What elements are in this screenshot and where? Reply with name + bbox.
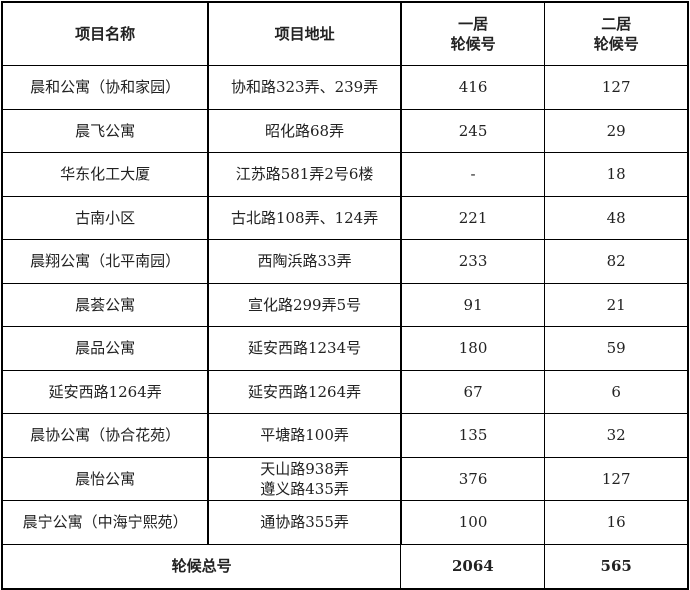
table-row: 延安西路1264弄 延安西路1264弄 67 6 <box>1 369 689 414</box>
table-row: 晨品公寓 延安西路1234号 180 59 <box>1 326 689 371</box>
project-address-cell: 延安西路1234号 <box>207 326 402 371</box>
project-address-cell: 延安西路1264弄 <box>207 369 402 414</box>
one-bedroom-cell: 416 <box>400 65 546 110</box>
total-row: 轮候总号 2064 565 <box>1 543 689 589</box>
project-name-cell: 晨宁公寓（中海宁熙苑） <box>1 500 210 545</box>
table-row: 古南小区 古北路108弄、124弄 221 48 <box>1 195 689 240</box>
project-address-cell: 西陶浜路33弄 <box>207 239 402 284</box>
address-line: 古北路108弄、124弄 <box>230 208 379 227</box>
two-bedroom-cell: 6 <box>544 369 689 414</box>
two-bedroom-cell: 59 <box>544 326 689 371</box>
project-name-cell: 华东化工大厦 <box>1 152 210 197</box>
two-bedroom-cell: 127 <box>544 65 689 110</box>
table-row: 晨宁公寓（中海宁熙苑） 通协路355弄 100 16 <box>1 500 689 545</box>
header-two-bedroom: 二居 轮候号 <box>544 1 689 66</box>
address-line: 延安西路1264弄 <box>247 382 362 401</box>
two-bedroom-cell: 82 <box>544 239 689 284</box>
total-one-bedroom: 2064 <box>400 543 546 589</box>
address-line: 江苏路581弄2号6楼 <box>235 165 374 184</box>
header-line: 轮候号 <box>593 35 639 53</box>
one-bedroom-cell: 135 <box>400 413 546 458</box>
one-bedroom-cell: 67 <box>400 369 546 414</box>
project-address-cell: 古北路108弄、124弄 <box>207 195 402 240</box>
two-bedroom-cell: 32 <box>544 413 689 458</box>
project-name-cell: 晨荟公寓 <box>1 282 210 327</box>
project-name-cell: 延安西路1264弄 <box>1 369 210 414</box>
header-line: 轮候号 <box>450 35 496 53</box>
header-line: 一居 <box>458 15 489 33</box>
address-line: 平塘路100弄 <box>260 426 349 445</box>
header-project-name: 项目名称 <box>1 1 210 66</box>
project-address-cell: 平塘路100弄 <box>207 413 402 458</box>
project-name-cell: 晨品公寓 <box>1 326 210 371</box>
project-name-cell: 晨飞公寓 <box>1 108 210 153</box>
address-line: 遵义路435弄 <box>260 479 349 498</box>
project-address-cell: 昭化路68弄 <box>207 108 402 153</box>
header-project-address: 项目地址 <box>207 1 402 66</box>
table-row: 晨怡公寓 天山路938弄 遵义路435弄 376 127 <box>1 456 689 501</box>
one-bedroom-cell: 245 <box>400 108 546 153</box>
header-line: 二居 <box>601 15 632 33</box>
project-address-cell: 天山路938弄 遵义路435弄 <box>207 456 402 501</box>
project-address-cell: 江苏路581弄2号6楼 <box>207 152 402 197</box>
project-name-cell: 晨怡公寓 <box>1 456 210 501</box>
project-name-cell: 古南小区 <box>1 195 210 240</box>
table-row: 晨翔公寓（北平南园） 西陶浜路33弄 233 82 <box>1 239 689 284</box>
address-line: 协和路323弄、239弄 <box>230 78 379 97</box>
one-bedroom-cell: 100 <box>400 500 546 545</box>
one-bedroom-cell: 180 <box>400 326 546 371</box>
address-line: 宣化路299弄5号 <box>247 295 362 314</box>
table-row: 晨飞公寓 昭化路68弄 245 29 <box>1 108 689 153</box>
project-name-cell: 晨翔公寓（北平南园） <box>1 239 210 284</box>
total-label: 轮候总号 <box>1 543 402 589</box>
header-row: 项目名称 项目地址 一居轮候号 二居轮候号 <box>1 1 689 66</box>
one-bedroom-cell: 233 <box>400 239 546 284</box>
table-row: 华东化工大厦 江苏路581弄2号6楼 -18 <box>1 152 689 197</box>
header-one-bedroom: 一居 轮候号 <box>400 1 546 66</box>
address-line: 通协路355弄 <box>260 513 349 532</box>
two-bedroom-cell: 48 <box>544 195 689 240</box>
two-bedroom-cell: 16 <box>544 500 689 545</box>
one-bedroom-cell: - <box>400 152 546 197</box>
two-bedroom-cell: 127 <box>544 456 689 501</box>
two-bedroom-cell: 21 <box>544 282 689 327</box>
address-line: 西陶浜路33弄 <box>257 252 352 271</box>
project-name-cell: 晨和公寓（协和家园） <box>1 65 210 110</box>
address-line: 天山路938弄 <box>260 459 349 478</box>
one-bedroom-cell: 91 <box>400 282 546 327</box>
table-row: 晨和公寓（协和家园） 协和路323弄、239弄 416 127 <box>1 65 689 110</box>
table-row: 晨荟公寓 宣化路299弄5号 91 21 <box>1 282 689 327</box>
project-address-cell: 宣化路299弄5号 <box>207 282 402 327</box>
two-bedroom-cell: 18 <box>544 152 689 197</box>
address-line: 延安西路1234号 <box>247 339 362 358</box>
total-two-bedroom: 565 <box>544 543 689 589</box>
one-bedroom-cell: 376 <box>400 456 546 501</box>
address-line: 昭化路68弄 <box>265 121 345 140</box>
two-bedroom-cell: 29 <box>544 108 689 153</box>
project-address-cell: 通协路355弄 <box>207 500 402 545</box>
project-address-cell: 协和路323弄、239弄 <box>207 65 402 110</box>
project-name-cell: 晨协公寓（协合花苑） <box>1 413 210 458</box>
table-row: 晨协公寓（协合花苑） 平塘路100弄 135 32 <box>1 413 689 458</box>
one-bedroom-cell: 221 <box>400 195 546 240</box>
